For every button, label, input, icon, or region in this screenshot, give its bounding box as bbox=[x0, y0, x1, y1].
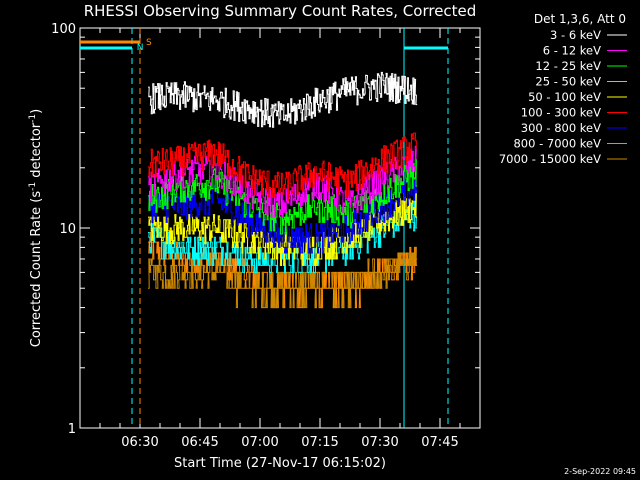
series-layer bbox=[148, 71, 418, 309]
saa-label: S bbox=[146, 38, 152, 48]
night-label: N bbox=[137, 43, 144, 53]
legend-label: 7000 - 15000 keV bbox=[499, 152, 601, 166]
x-axis-label: Start Time (27-Nov-17 06:15:02) bbox=[174, 456, 386, 471]
x-axis: 06:30 06:45 07:00 07:15 07:30 07:45 bbox=[99, 28, 461, 450]
y-tick-label: 10 bbox=[59, 222, 76, 237]
y-axis: 1 10 100 bbox=[51, 22, 480, 437]
legend-label: 50 - 100 keV bbox=[528, 90, 601, 104]
legend-label: 800 - 7000 keV bbox=[513, 137, 601, 151]
x-tick-label: 06:30 bbox=[121, 435, 158, 450]
series-line bbox=[148, 71, 418, 128]
series-line bbox=[148, 145, 418, 218]
chart-title: RHESSI Observing Summary Count Rates, Co… bbox=[84, 2, 477, 20]
series-line bbox=[148, 246, 418, 309]
x-tick-label: 07:30 bbox=[361, 435, 398, 450]
footer-stamp: 2-Sep-2022 09:45 bbox=[564, 467, 636, 476]
x-tick-label: 07:15 bbox=[301, 435, 338, 450]
x-tick-label: 07:00 bbox=[241, 435, 278, 450]
legend-label: 6 - 12 keV bbox=[543, 44, 601, 58]
legend-label: 300 - 800 keV bbox=[521, 121, 601, 135]
y-tick-label: 1 bbox=[68, 422, 76, 437]
series-line bbox=[148, 132, 418, 201]
legend-header: Det 1,3,6, Att 0 bbox=[534, 12, 626, 26]
x-tick-label: 06:45 bbox=[181, 435, 218, 450]
legend-label: 25 - 50 keV bbox=[535, 75, 601, 89]
y-tick-label: 100 bbox=[51, 22, 76, 37]
legend-label: 12 - 25 keV bbox=[535, 59, 601, 73]
legend-label: 100 - 300 keV bbox=[521, 106, 601, 120]
legend-label: 3 - 6 keV bbox=[550, 28, 601, 42]
x-tick-label: 07:45 bbox=[421, 435, 458, 450]
y-axis-label: Corrected Count Rate (s-1 detector-1) bbox=[28, 109, 44, 347]
